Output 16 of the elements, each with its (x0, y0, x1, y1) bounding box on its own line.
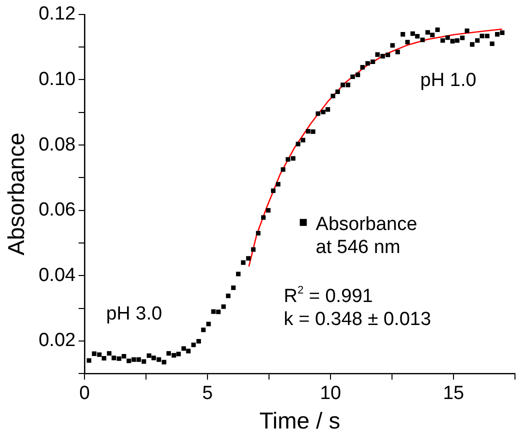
legend-label: Absorbance at 546 nm (316, 214, 418, 258)
y-tick-label: 0.06 (38, 200, 76, 221)
y-tick-label: 0.08 (38, 134, 76, 156)
x-tick-label: 15 (442, 383, 464, 404)
annotation: pH 3.0 (106, 304, 162, 325)
x-axis-title: Time / s (259, 408, 340, 434)
x-tick-label: 0 (79, 383, 90, 404)
x-tick-label: 10 (320, 383, 342, 404)
annotation: pH 1.0 (420, 70, 476, 92)
x-tick-label: 5 (202, 383, 213, 404)
y-axis-title: Absorbance (3, 132, 30, 256)
y-tick-label: 0.04 (38, 264, 76, 286)
y-tick-label: 0.02 (38, 330, 76, 352)
annotation: k = 0.348 ± 0.013 (284, 308, 432, 330)
y-tick-label: 0.12 (38, 4, 76, 25)
y-tick-label: 0.10 (38, 68, 76, 90)
